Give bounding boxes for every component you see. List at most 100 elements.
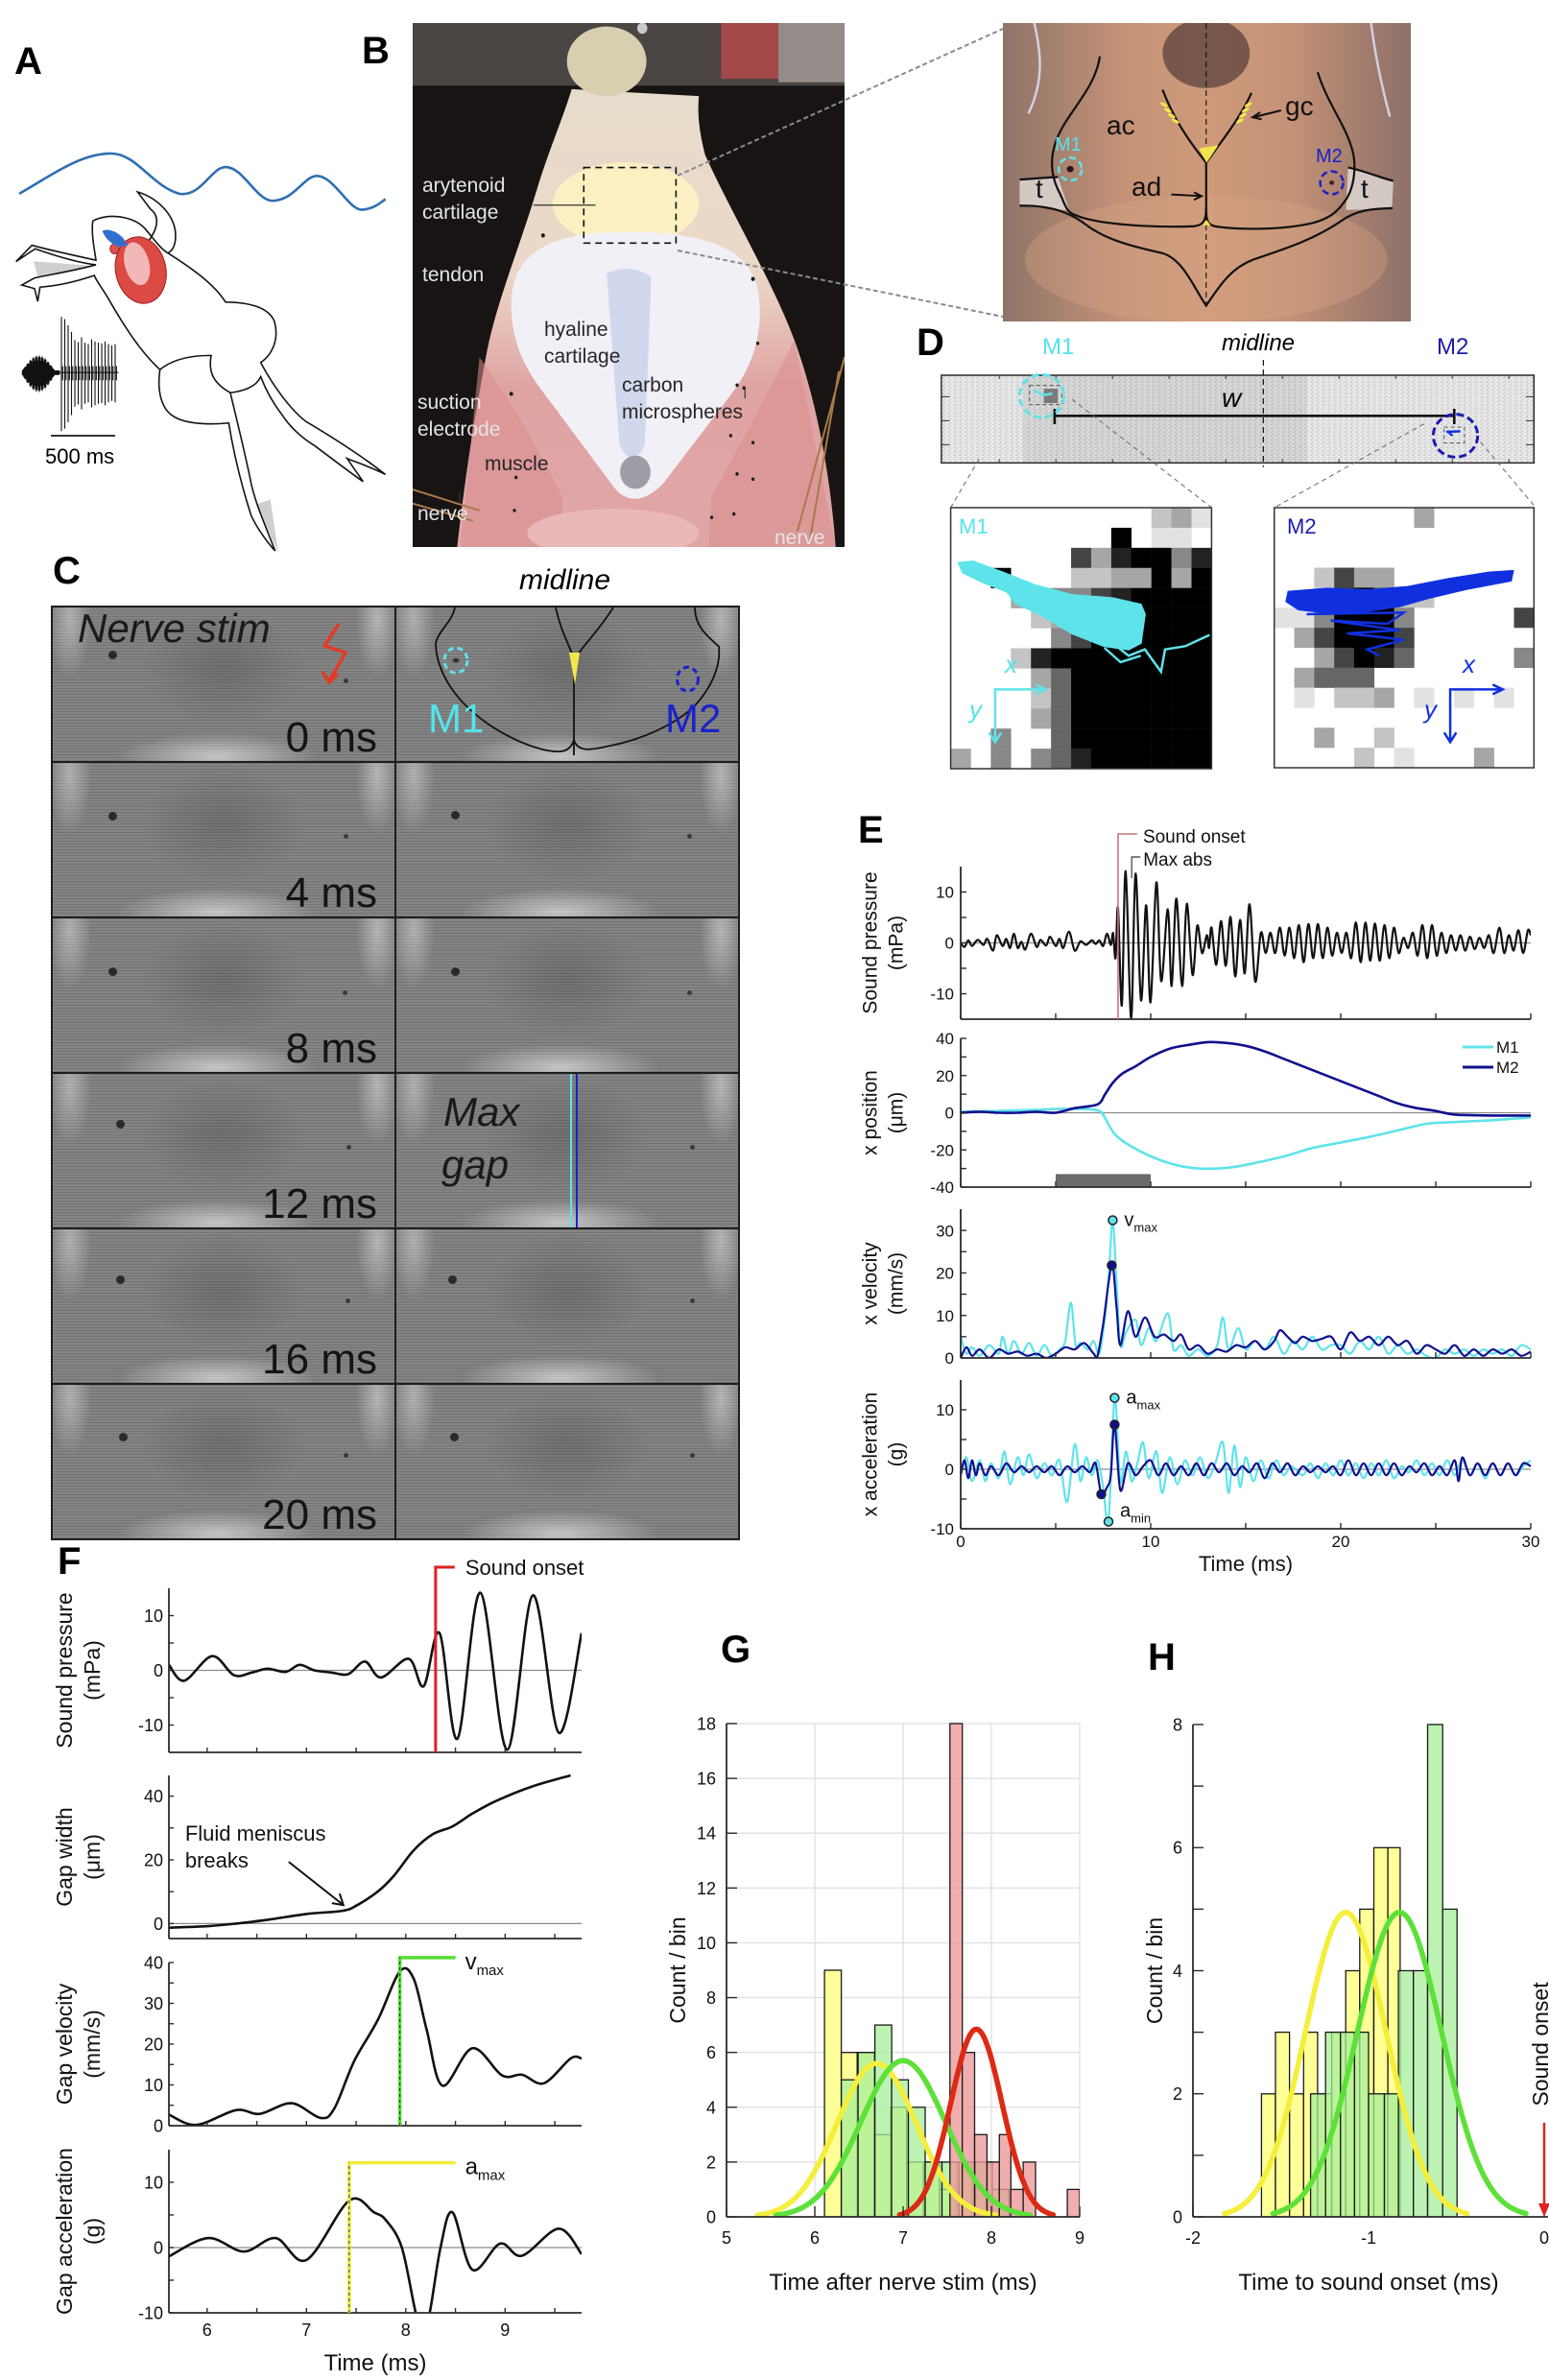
label-line: arytenoid [422, 175, 506, 197]
annotation-arrowhead [331, 1892, 346, 1907]
image-pixel [1171, 749, 1192, 770]
histogram-bar-a-max [922, 2161, 941, 2217]
y-tick-label: -40 [930, 1178, 954, 1197]
glottal-cilia-marks [1159, 102, 1252, 226]
y-tick-label: 40 [144, 1954, 163, 1973]
histogram-bar-a-max [890, 2106, 908, 2217]
y-tick-label: 20 [936, 1265, 954, 1283]
label-hyaline-cartilage: hyaline cartilage [544, 317, 620, 370]
y-tick-label: 6 [1173, 1839, 1182, 1858]
image-pixel [1294, 628, 1315, 649]
x-tick-label: 7 [301, 2320, 311, 2340]
image-pixel [1131, 749, 1152, 770]
image-pixel [1191, 708, 1212, 729]
image-pixel [1031, 749, 1052, 770]
y-axis-label: x acceleration [859, 1392, 881, 1517]
image-pixel [1051, 749, 1072, 770]
image-pixel [1191, 648, 1212, 669]
image-pixel [1151, 527, 1172, 549]
microsphere-dot [108, 812, 117, 821]
image-pixel [1473, 748, 1494, 769]
y-tick-label: 10 [936, 884, 954, 902]
image-pixel [1171, 648, 1192, 669]
image-pixel [1110, 567, 1132, 588]
x-tick-label: 6 [203, 2320, 212, 2340]
image-pixel [1314, 628, 1335, 649]
y-tick-label: 2 [706, 2153, 716, 2172]
histogram-bar-a-max [939, 2188, 957, 2217]
sound-onset-marker [1117, 833, 1137, 1019]
image-pixel [1171, 607, 1192, 629]
histogram-bar-v-max [1368, 2093, 1386, 2217]
e-x-position-plot-area [961, 1040, 1531, 1171]
image-pixel [1071, 688, 1092, 709]
image-pixel [1191, 547, 1212, 568]
extremum-marker-m2 [1109, 1419, 1120, 1430]
video-frame-right [396, 1229, 738, 1383]
peak-flag-a-max [347, 2160, 456, 2313]
histogram-bar-v-max [1353, 2031, 1370, 2217]
extremum-marker-m2 [1096, 1488, 1107, 1500]
image-pixel [1151, 749, 1172, 770]
image-pixel [1334, 647, 1355, 668]
x-tick-label: -1 [1361, 2228, 1376, 2248]
y-tick-label: 0 [154, 2117, 163, 2136]
image-pixel [1171, 668, 1192, 689]
image-pixel [1191, 587, 1212, 608]
series-line-m1 [961, 1396, 1531, 1526]
y-axis-label: Count / bin [1142, 1917, 1167, 2024]
image-pixel [1171, 728, 1192, 750]
max-gap-label-line1: Max [443, 1089, 520, 1134]
video-frame-right: Max gap [396, 1074, 738, 1227]
frame-time-label: 20 ms [262, 1491, 377, 1538]
microsphere-dot [116, 1275, 125, 1284]
label-ac: ac [1107, 110, 1135, 140]
histogram-bar-v-max [941, 2161, 960, 2217]
image-pixel [1110, 728, 1132, 750]
microsphere-dot [690, 1453, 695, 1458]
c-midline-label: midline [519, 564, 611, 596]
histogram-bar-a-max [872, 2133, 892, 2217]
histogram-bar-v-max [924, 2161, 943, 2217]
gaussian-fit-v-max [1270, 1909, 1529, 2217]
image-pixel [1131, 708, 1152, 729]
h-histogram-plot-area [1260, 1724, 1458, 2217]
annotation-arrow [288, 1861, 345, 1906]
x-axis-label: Time (ms) [323, 2350, 426, 2376]
y-tick-label: -10 [138, 2304, 163, 2323]
histogram-bar-sound-onset [973, 2133, 989, 2217]
legend-entry-m2: M2 [1463, 1059, 1519, 1077]
image-pixel [1071, 567, 1092, 588]
x-tick-label: 7 [898, 2228, 908, 2248]
histogram-bar-a-max [1372, 1846, 1389, 2217]
extremum-marker-m1 [1108, 1215, 1118, 1226]
histogram-bar-v-max [1413, 1969, 1429, 2217]
marker-m2-circle [1321, 172, 1344, 195]
image-pixel [1191, 567, 1212, 588]
video-frame-left: 20 ms [53, 1385, 394, 1538]
x-tick-label: 0 [956, 1533, 965, 1551]
image-pixel [1110, 668, 1132, 689]
label-m1: M1 [1055, 134, 1082, 155]
y-tick-label: -20 [930, 1141, 954, 1159]
histogram-bar-v-max [1309, 2093, 1326, 2217]
frame-time-label: 4 ms [285, 869, 377, 916]
y-tick-label: 18 [697, 1715, 716, 1734]
microsphere-dot [108, 651, 117, 659]
image-pixel [1513, 647, 1535, 668]
image-pixel [1334, 628, 1355, 649]
histogram-bar-a-max [1345, 1969, 1361, 2217]
image-pixel [1090, 567, 1112, 588]
series-line-m2 [961, 1040, 1531, 1117]
histogram-bar-v-max [991, 2188, 1011, 2217]
x-tick-label: 5 [722, 2228, 731, 2248]
x-tick-label: 9 [1075, 2228, 1084, 2248]
zoom-region-box [584, 168, 676, 244]
inset-m1-label: M1 [959, 514, 989, 538]
arytenoid-magnified-photo [1003, 23, 1411, 321]
y-tick-label: -10 [930, 986, 954, 1004]
image-pixel [1373, 607, 1394, 629]
histogram-bar-a-max [840, 2052, 858, 2217]
y-axis-label: Sound pressure [859, 871, 881, 1013]
